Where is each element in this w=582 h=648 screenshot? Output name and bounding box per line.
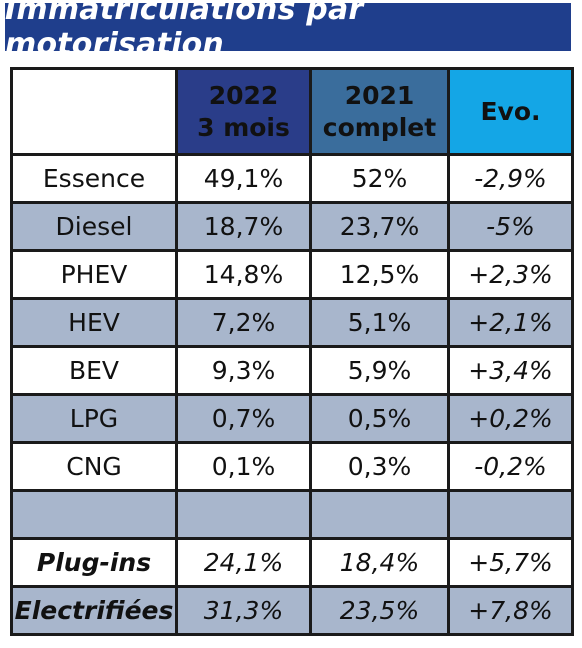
cell-2022: 31,3% <box>175 585 312 636</box>
cell-2022: 0,7% <box>175 393 312 444</box>
header-2021-period: complet <box>322 112 437 142</box>
header-2022-year: 2022 <box>208 81 279 111</box>
cell-2022: 9,3% <box>175 345 312 396</box>
cell-2022: 7,2% <box>175 297 312 348</box>
cell-2021: 52% <box>309 153 450 204</box>
cell-evo: -2,9% <box>447 153 574 204</box>
cell-2021: 18,4% <box>309 537 450 588</box>
header-2022: 2022 3 mois <box>175 67 312 156</box>
cell-evo: +7,8% <box>447 585 574 636</box>
row-label: Essence <box>10 153 178 204</box>
cell-2021: 5,9% <box>309 345 450 396</box>
cell-evo: +5,7% <box>447 537 574 588</box>
cell-evo: -0,2% <box>447 441 574 492</box>
table-row-hev: HEV 7,2% 5,1% +2,1% <box>10 297 574 348</box>
row-label: BEV <box>10 345 178 396</box>
spacer-cell <box>10 489 178 540</box>
table-row-essence: Essence 49,1% 52% -2,9% <box>10 153 574 204</box>
cell-evo: +3,4% <box>447 345 574 396</box>
row-label: Electrifiées <box>10 585 178 636</box>
cell-evo: +2,1% <box>447 297 574 348</box>
row-label: Diesel <box>10 201 178 252</box>
cell-2022: 49,1% <box>175 153 312 204</box>
header-empty-cell <box>10 67 178 156</box>
cell-evo: +0,2% <box>447 393 574 444</box>
cell-2022: 14,8% <box>175 249 312 300</box>
table-row-cng: CNG 0,1% 0,3% -0,2% <box>10 441 574 492</box>
table-row-lpg: LPG 0,7% 0,5% +0,2% <box>10 393 574 444</box>
registrations-table: 2022 3 mois 2021 complet Evo. Essence 49… <box>10 67 574 636</box>
cell-2022: 0,1% <box>175 441 312 492</box>
spacer-cell <box>447 489 574 540</box>
cell-evo: +2,3% <box>447 249 574 300</box>
cell-evo: -5% <box>447 201 574 252</box>
header-2021-year: 2021 <box>344 81 415 111</box>
page-title: Immatriculations par motorisation <box>5 0 364 62</box>
table-row-plug-ins: Plug-ins 24,1% 18,4% +5,7% <box>10 537 574 588</box>
spacer-cell <box>175 489 312 540</box>
table-row-diesel: Diesel 18,7% 23,7% -5% <box>10 201 574 252</box>
cell-2021: 0,5% <box>309 393 450 444</box>
table-row-electrifiees: Electrifiées 31,3% 23,5% +7,8% <box>10 585 574 636</box>
title-banner: Immatriculations par motorisation <box>5 0 571 62</box>
row-label: LPG <box>10 393 178 444</box>
header-row: 2022 3 mois 2021 complet Evo. <box>10 67 574 156</box>
row-label: PHEV <box>10 249 178 300</box>
table-row-spacer <box>10 489 574 540</box>
header-2021: 2021 complet <box>309 67 450 156</box>
cell-2021: 0,3% <box>309 441 450 492</box>
table-row-phev: PHEV 14,8% 12,5% +2,3% <box>10 249 574 300</box>
row-label: CNG <box>10 441 178 492</box>
cell-2022: 24,1% <box>175 537 312 588</box>
cell-2021: 5,1% <box>309 297 450 348</box>
row-label: Plug-ins <box>10 537 178 588</box>
cell-2021: 23,5% <box>309 585 450 636</box>
table-row-bev: BEV 9,3% 5,9% +3,4% <box>10 345 574 396</box>
spacer-cell <box>309 489 450 540</box>
cell-2022: 18,7% <box>175 201 312 252</box>
header-2022-period: 3 mois <box>197 112 290 142</box>
row-label: HEV <box>10 297 178 348</box>
cell-2021: 12,5% <box>309 249 450 300</box>
cell-2021: 23,7% <box>309 201 450 252</box>
header-evolution: Evo. <box>447 67 574 156</box>
